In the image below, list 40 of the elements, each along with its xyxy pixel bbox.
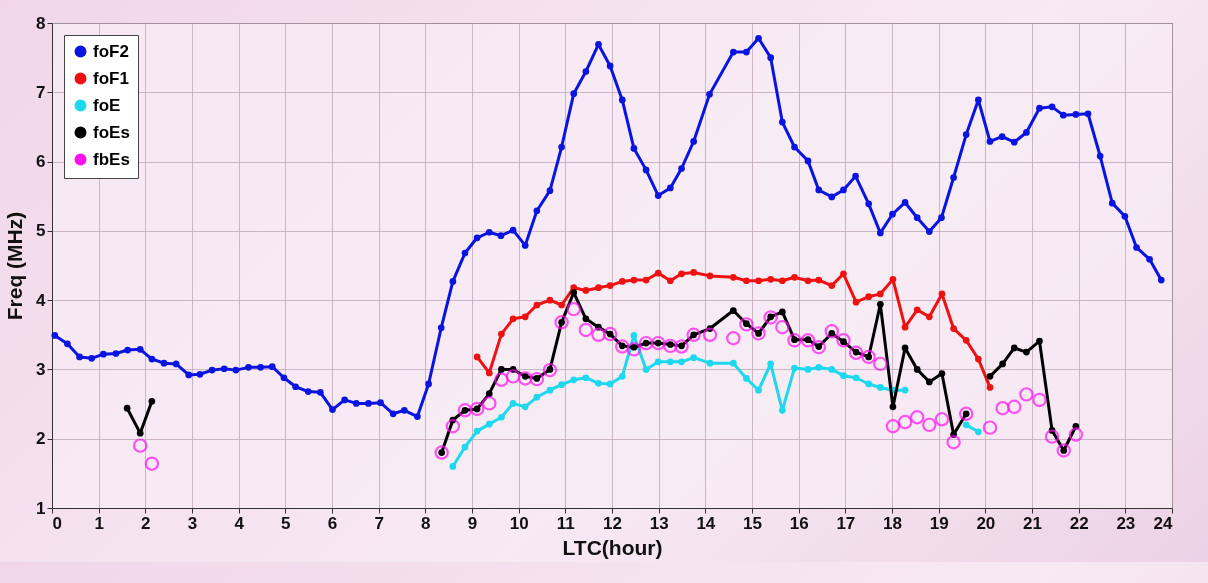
x-tick-label: 3 [187, 513, 198, 533]
x-tick-label: 14 [696, 513, 716, 533]
x-tick-label: 4 [234, 513, 245, 533]
y-tick-label: 4 [36, 290, 47, 310]
legend-label: fbEs [93, 149, 130, 169]
x-tick-label: 0 [52, 513, 62, 533]
x-tick-label: 12 [603, 513, 622, 533]
y-tick-label: 2 [36, 429, 46, 449]
x-tick-label: 21 [1023, 513, 1042, 533]
x-tick-label: 5 [281, 513, 291, 533]
x-tick-label: 20 [976, 513, 996, 533]
x-tick-label: 8 [421, 513, 431, 533]
y-tick-label: 8 [36, 13, 46, 33]
x-tick-label: 7 [374, 513, 384, 533]
x-tick-label: 6 [327, 513, 338, 533]
x-tick-label: 23 [1116, 513, 1136, 533]
x-tick-label: 9 [467, 513, 478, 533]
x-tick-label: 16 [789, 513, 809, 533]
x-tick-label: 18 [883, 513, 902, 533]
legend-label: foE [93, 95, 121, 115]
x-tick-label: 19 [929, 513, 949, 533]
x-axis-title: LTC(hour) [562, 535, 663, 559]
y-tick-label: 6 [36, 152, 46, 172]
x-tick-label: 1 [94, 513, 104, 533]
x-tick-label: 2 [141, 513, 151, 533]
y-tick-label: 7 [36, 82, 46, 102]
x-tick-label: 13 [649, 513, 669, 533]
x-tick-label: 17 [836, 513, 856, 533]
y-axis-title: Freq (MHz) [3, 211, 27, 321]
legend-label: foEs [93, 122, 130, 142]
x-tick-label: 10 [509, 513, 529, 533]
x-tick-label: 22 [1069, 513, 1089, 533]
legend-label: foF2 [93, 41, 129, 61]
y-tick-label: 5 [36, 221, 46, 241]
y-tick-label: 1 [36, 498, 46, 518]
y-tick-label: 3 [36, 359, 46, 379]
x-tick-label: 15 [743, 513, 762, 533]
legend-label: foF1 [93, 68, 129, 88]
x-tick-label: 11 [556, 513, 575, 533]
x-tick-label: 24 [1153, 513, 1174, 533]
